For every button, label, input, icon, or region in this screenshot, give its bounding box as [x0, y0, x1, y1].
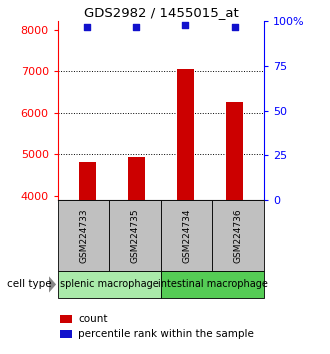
Bar [109, 200, 161, 271]
Bar [79, 162, 96, 200]
Title: GDS2982 / 1455015_at: GDS2982 / 1455015_at [83, 6, 238, 19]
Point [232, 24, 237, 29]
Text: intestinal macrophage: intestinal macrophage [157, 279, 267, 290]
Bar [58, 271, 161, 298]
Bar [226, 102, 243, 200]
Bar [60, 330, 72, 338]
Bar [177, 69, 194, 200]
Point [183, 22, 188, 28]
Bar [128, 157, 145, 200]
Bar [161, 200, 213, 271]
Text: GSM224733: GSM224733 [79, 208, 88, 263]
Text: splenic macrophage: splenic macrophage [60, 279, 159, 290]
Bar [58, 200, 109, 271]
Bar [60, 315, 72, 323]
Bar [161, 271, 264, 298]
Text: GSM224736: GSM224736 [234, 208, 243, 263]
Polygon shape [49, 276, 56, 293]
Text: count: count [79, 314, 108, 324]
Bar [213, 200, 264, 271]
Text: GSM224734: GSM224734 [182, 208, 191, 263]
Point [134, 24, 139, 29]
Text: GSM224735: GSM224735 [131, 208, 140, 263]
Text: percentile rank within the sample: percentile rank within the sample [79, 329, 254, 339]
Text: cell type: cell type [7, 279, 51, 290]
Point [84, 24, 90, 29]
